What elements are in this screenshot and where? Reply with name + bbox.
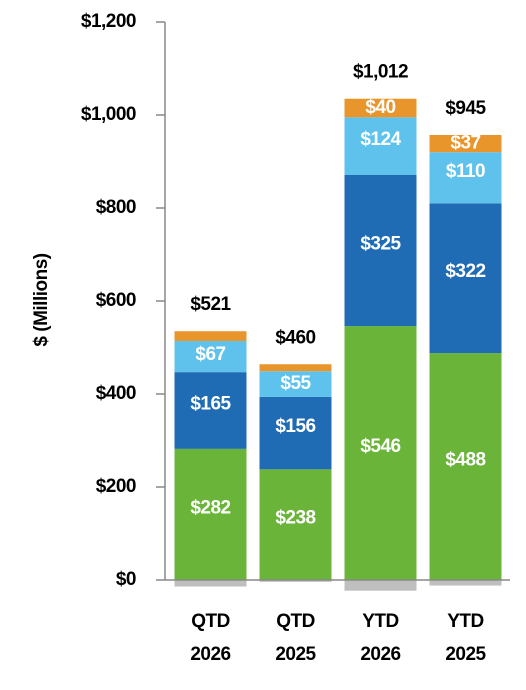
value-label: $322 (445, 261, 485, 282)
value-label: $546 (360, 436, 400, 457)
total-label: $1,012 (353, 62, 408, 83)
value-label: $282 (190, 497, 230, 518)
value-label: $165 (190, 394, 231, 415)
bar-segment (259, 371, 332, 397)
value-label: $110 (446, 161, 485, 182)
bar-segment (259, 580, 332, 582)
bar-segment (344, 174, 417, 327)
bar-segment (344, 580, 417, 591)
value-label: $55 (280, 373, 311, 394)
y-tick-label: $600 (96, 290, 136, 311)
value-label: $156 (275, 416, 315, 437)
bar-segment (259, 469, 332, 580)
bar-segment (344, 117, 417, 175)
value-label: $67 (195, 344, 225, 365)
bar-segment (344, 98, 417, 118)
y-tick-label: $1,200 (81, 11, 136, 32)
x-tick-label: YTD (362, 611, 399, 632)
x-tick-label: 2026 (190, 644, 230, 665)
value-label: $238 (275, 508, 315, 529)
y-tick-label: $1,000 (81, 104, 136, 125)
x-tick-label: 2026 (360, 644, 400, 665)
bar-segment (429, 353, 502, 580)
bar-segment (174, 448, 247, 580)
x-tick-label: 2025 (275, 644, 316, 665)
value-label: $325 (360, 234, 401, 255)
bar-segment (174, 372, 247, 449)
total-label: $460 (275, 327, 315, 348)
value-label: $124 (360, 129, 401, 150)
bar-segment (174, 331, 247, 341)
bar-segment (429, 134, 502, 153)
y-tick-label: $800 (96, 197, 136, 218)
x-tick-label: YTD (447, 611, 484, 632)
total-label: $521 (190, 294, 231, 315)
y-tick-label: $0 (116, 569, 136, 590)
bar-segment (259, 396, 332, 470)
value-label: $40 (365, 97, 395, 118)
x-tick-label: 2025 (445, 644, 486, 665)
bar-segment (344, 326, 417, 580)
bar-segment (174, 340, 247, 373)
value-label: $37 (450, 133, 480, 154)
x-tick-label: QTD (191, 611, 230, 632)
y-tick-label: $400 (96, 383, 136, 404)
total-label: $945 (445, 98, 486, 119)
y-tick-label: $200 (96, 476, 136, 497)
bar-segment (429, 152, 502, 204)
bar-segment (259, 364, 332, 372)
value-label: $488 (445, 450, 485, 471)
x-tick-label: QTD (276, 611, 315, 632)
bar-segment (174, 580, 247, 587)
y-axis-label: $ (Millions) (31, 253, 52, 346)
bar-segment (429, 203, 502, 354)
bar-segment (429, 580, 502, 586)
